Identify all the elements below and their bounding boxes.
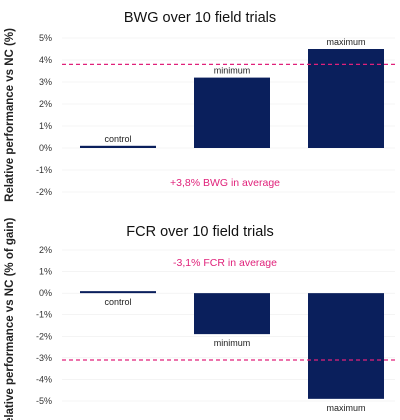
- y-tick-label: -5%: [36, 396, 52, 406]
- y-tick-label: -2%: [36, 331, 52, 341]
- average-annotation: -3,1% FCR in average: [173, 257, 277, 269]
- bars: [80, 49, 384, 148]
- y-tick-label: 2%: [39, 99, 52, 109]
- chart-title: FCR over 10 field trials: [126, 224, 273, 240]
- y-axis-ticks: -2% -1% 0% 1% 2% 3% 4% 5%: [36, 33, 52, 197]
- bar-labels: control minimum maximum: [104, 37, 365, 144]
- y-tick-label: -1%: [36, 310, 52, 320]
- category-label: control: [104, 297, 131, 307]
- category-label: minimum: [214, 66, 251, 76]
- bar-minimum: [194, 293, 270, 335]
- y-tick-label: -3%: [36, 353, 52, 363]
- y-tick-label: -1%: [36, 165, 52, 175]
- chart-title: BWG over 10 field trials: [124, 10, 276, 26]
- bar-control: [80, 145, 156, 148]
- category-label: control: [104, 134, 131, 144]
- bar-minimum: [194, 77, 270, 148]
- y-tick-label: 0%: [39, 143, 52, 153]
- y-tick-label: 2%: [39, 245, 52, 255]
- average-annotation: +3,8% BWG in average: [170, 177, 280, 189]
- y-tick-label: 4%: [39, 55, 52, 65]
- bar-labels: control minimum maximum: [104, 297, 365, 413]
- chart-bwg: BWG over 10 field trials Relative perfor…: [4, 10, 398, 202]
- bar-control: [80, 291, 156, 294]
- y-axis-ticks: -5% -4% -3% -2% -1% 0% 1% 2%: [36, 245, 52, 406]
- y-tick-label: 1%: [39, 121, 52, 131]
- y-tick-label: -2%: [36, 187, 52, 197]
- y-tick-label: -4%: [36, 374, 52, 384]
- category-label: maximum: [326, 403, 365, 413]
- y-tick-label: 0%: [39, 288, 52, 298]
- bar-maximum: [308, 49, 384, 148]
- bars: [80, 291, 384, 399]
- y-tick-label: 5%: [39, 33, 52, 43]
- y-axis-label: Relative performance vs NC (%): [4, 28, 16, 202]
- category-label: minimum: [214, 338, 251, 348]
- y-axis-label: Relative performance vs NC (% of gain): [4, 217, 16, 420]
- chart-fcr: FCR over 10 field trials Relative perfor…: [4, 217, 398, 420]
- y-tick-label: 1%: [39, 267, 52, 277]
- bar-maximum: [308, 293, 384, 399]
- y-tick-label: 3%: [39, 77, 52, 87]
- category-label: maximum: [326, 37, 365, 47]
